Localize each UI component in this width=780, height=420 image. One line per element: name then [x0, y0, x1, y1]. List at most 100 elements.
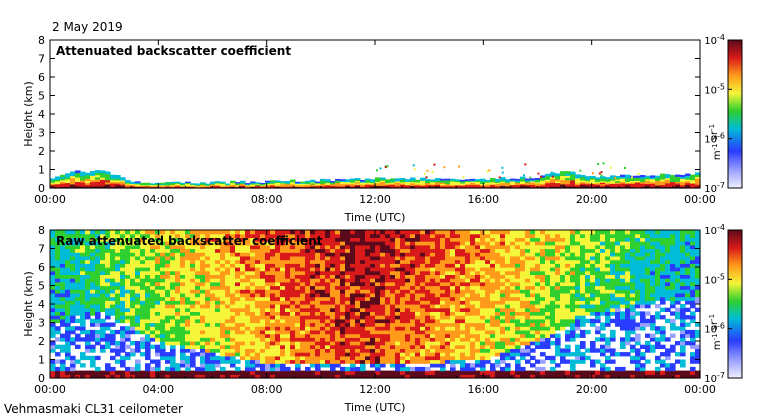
heatmap-cell: [100, 255, 106, 261]
heatmap-cell: [600, 176, 606, 179]
heatmap-cell: [290, 296, 296, 301]
heatmap-cell: [180, 255, 186, 261]
heatmap-cell: [270, 355, 276, 361]
heatmap-cell: [375, 296, 381, 301]
heatmap-cell: [210, 333, 216, 338]
heatmap-cell: [460, 183, 466, 186]
heatmap-cell: [490, 185, 496, 188]
heatmap-cell: [85, 307, 91, 312]
heatmap-cell: [340, 374, 346, 379]
heatmap-cell: [135, 304, 141, 309]
heatmap-cell: [365, 289, 371, 294]
heatmap-cell: [125, 366, 131, 372]
heatmap-cell: [285, 186, 291, 188]
heatmap-cell: [415, 318, 421, 324]
heatmap-cell: [470, 267, 476, 272]
heatmap-cell: [250, 241, 256, 246]
heatmap-cell: [470, 248, 476, 253]
heatmap-cell: [270, 263, 276, 268]
heatmap-cell: [120, 185, 126, 188]
heatmap-cell: [535, 244, 541, 250]
heatmap-cell: [460, 285, 466, 290]
heatmap-cell: [530, 274, 536, 279]
heatmap-cell: [470, 322, 476, 327]
heatmap-cell: [370, 318, 376, 324]
heatmap-cell: [550, 315, 556, 320]
heatmap-cell: [395, 180, 401, 183]
heatmap-cell: [485, 230, 491, 235]
heatmap-cell: [145, 355, 151, 361]
heatmap-cell: [285, 281, 291, 287]
heatmap-cell: [225, 274, 231, 279]
heatmap-cell: [455, 252, 461, 257]
heatmap-cell: [290, 263, 296, 268]
heatmap-cell: [495, 292, 501, 298]
heatmap-cell: [375, 184, 381, 186]
heatmap-cell: [340, 344, 346, 349]
heatmap-cell: [395, 281, 401, 287]
heatmap-cell: [170, 186, 176, 188]
heatmap-cell: [535, 307, 541, 312]
heatmap-cell: [160, 344, 166, 349]
heatmap-cell: [350, 178, 356, 181]
heatmap-cell: [490, 307, 496, 312]
heatmap-speck: [412, 164, 415, 167]
heatmap-cell: [290, 304, 296, 309]
heatmap-cell: [325, 322, 331, 327]
heatmap-cell: [70, 175, 76, 179]
heatmap-cell: [50, 322, 56, 327]
heatmap-cell: [285, 318, 291, 324]
heatmap-cell: [325, 259, 331, 264]
heatmap-cell: [535, 274, 541, 279]
heatmap-cell: [495, 255, 501, 261]
heatmap-cell: [200, 289, 206, 294]
heatmap-cell: [410, 318, 416, 324]
heatmap-cell: [515, 248, 521, 253]
heatmap-cell: [90, 363, 96, 368]
heatmap-cell: [325, 311, 331, 316]
heatmap-cell: [165, 366, 171, 372]
heatmap-cell: [280, 263, 286, 268]
heatmap-cell: [430, 289, 436, 294]
heatmap-cell: [355, 178, 361, 180]
heatmap-cell: [165, 182, 171, 184]
heatmap-cell: [385, 274, 391, 279]
heatmap-cell: [435, 274, 441, 279]
heatmap-cell: [295, 183, 301, 185]
heatmap-cell: [270, 315, 276, 320]
heatmap-cell: [435, 263, 441, 268]
heatmap-cell: [625, 183, 631, 186]
heatmap-cell: [80, 183, 86, 187]
heatmap-cell: [285, 370, 291, 375]
heatmap-cell: [160, 292, 166, 298]
heatmap-cell: [435, 179, 441, 182]
heatmap-cell: [165, 296, 171, 301]
heatmap-cell: [305, 355, 311, 361]
heatmap-cell: [125, 182, 131, 184]
heatmap-cell: [220, 285, 226, 290]
heatmap-cell: [55, 300, 61, 305]
heatmap-cell: [350, 278, 356, 283]
heatmap-cell: [465, 315, 471, 320]
heatmap-cell: [480, 178, 486, 181]
heatmap-cell: [385, 307, 391, 312]
heatmap-cell: [60, 186, 66, 189]
heatmap-cell: [465, 285, 471, 290]
heatmap-cell: [455, 289, 461, 294]
heatmap-cell: [235, 263, 241, 268]
heatmap-cell: [155, 326, 161, 331]
heatmap-cell: [65, 244, 71, 250]
heatmap-cell: [635, 175, 641, 178]
heatmap-speck: [550, 171, 553, 174]
heatmap-cell: [420, 315, 426, 320]
heatmap-cell: [360, 355, 366, 361]
heatmap-cell: [140, 183, 146, 185]
heatmap-cell: [90, 329, 96, 335]
heatmap-cell: [155, 300, 161, 305]
heatmap-cell: [395, 285, 401, 290]
heatmap-cell: [100, 172, 106, 176]
heatmap-cell: [415, 181, 421, 184]
heatmap-cell: [400, 348, 406, 353]
heatmap-cell: [465, 233, 471, 238]
heatmap-cell: [375, 237, 381, 242]
